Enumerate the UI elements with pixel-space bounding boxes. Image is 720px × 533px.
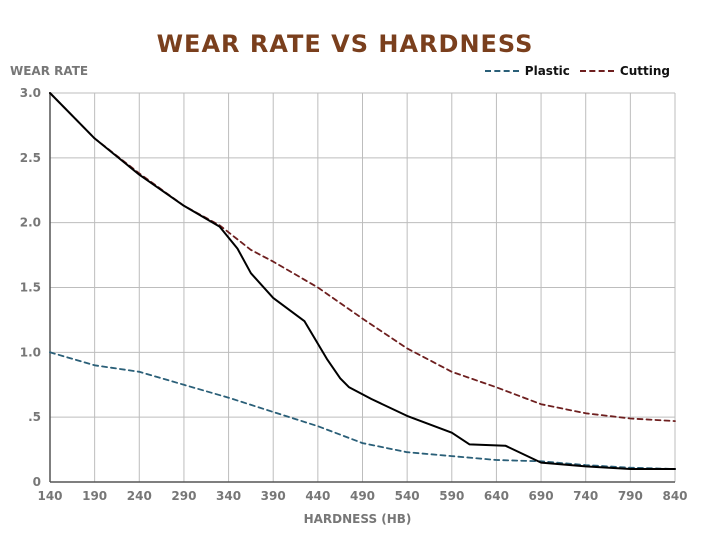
- y-tick-label: 1.5: [20, 281, 41, 295]
- legend: Plastic Cutting: [484, 64, 670, 78]
- series-line-plastic: [49, 351, 676, 470]
- x-tick-label: 290: [171, 489, 196, 503]
- x-tick-label: 840: [662, 489, 687, 503]
- x-tick-label: 690: [529, 489, 554, 503]
- x-tick-label: 340: [216, 489, 241, 503]
- y-tick-label: 0: [33, 475, 41, 489]
- legend-label-plastic: Plastic: [524, 64, 570, 78]
- y-tick-label: 1.0: [20, 345, 41, 359]
- y-tick-label: 3.0: [20, 86, 41, 100]
- x-axis-label: HARDNESS (HB): [304, 512, 412, 526]
- legend-label-cutting: Cutting: [619, 64, 670, 78]
- x-tick-label: 240: [127, 489, 152, 503]
- y-tick-label: 2.5: [20, 151, 41, 165]
- x-tick-label: 190: [82, 489, 107, 503]
- legend-swatch-plastic: [484, 70, 519, 72]
- x-tick-label: 790: [618, 489, 643, 503]
- x-tick-label: 590: [439, 489, 464, 503]
- y-tick-label: .5: [28, 410, 41, 424]
- chart-title: WEAR RATE VS HARDNESS: [156, 30, 534, 58]
- x-tick-label: 490: [350, 489, 375, 503]
- legend-swatch-cutting: [579, 70, 614, 72]
- y-tick-label: 2.0: [20, 216, 41, 230]
- legend-item-plastic: Plastic: [484, 64, 570, 78]
- legend-item-cutting: Cutting: [579, 64, 670, 78]
- x-tick-label: 640: [484, 489, 509, 503]
- x-tick-label: 540: [395, 489, 420, 503]
- x-tick-label: 440: [305, 489, 330, 503]
- series-line-2: [49, 92, 676, 470]
- x-tick-label: 140: [37, 489, 62, 503]
- x-tick-label: 740: [573, 489, 598, 503]
- y-axis-label: WEAR RATE: [10, 64, 89, 78]
- x-tick-label: 390: [261, 489, 286, 503]
